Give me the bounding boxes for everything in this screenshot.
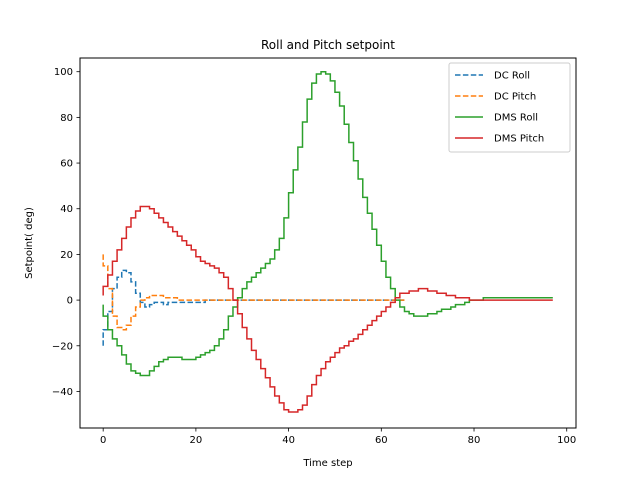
y-axis-label: Setpoint( deg) — [24, 207, 35, 279]
x-tick-label: 0 — [100, 435, 106, 446]
series-line-dc-pitch — [102, 254, 405, 331]
x-tick-label: 40 — [282, 435, 295, 446]
y-tick-label: 60 — [60, 159, 73, 170]
legend-label: DMS Roll — [494, 113, 538, 124]
chart-title: Roll and Pitch setpoint — [261, 38, 395, 52]
plot-frame — [79, 57, 577, 429]
x-tick-label: 60 — [375, 435, 388, 446]
series-layer — [102, 70, 553, 413]
legend-items: DC Roll DC Pitch DMS Roll DMS Pitch — [455, 71, 544, 145]
legend-label: DC Roll — [494, 71, 530, 82]
y-tick-label: 20 — [60, 250, 73, 261]
y-tick-label: −20 — [52, 341, 73, 352]
legend-box — [448, 62, 571, 153]
ticks-layer: 0 20 40 60 80 100 −40 −20 0 20 40 60 80 100 — [52, 67, 576, 446]
y-tick-label: 100 — [54, 67, 73, 78]
legend-label: DMS Pitch — [494, 134, 544, 145]
x-tick-label: 100 — [557, 435, 576, 446]
series-line-dms-pitch — [102, 205, 553, 413]
y-tick-label: 80 — [60, 113, 73, 124]
y-tick-label: −40 — [52, 387, 73, 398]
y-tick-label: 40 — [60, 204, 73, 215]
x-axis-label: Time step — [302, 458, 352, 469]
y-tick-label: 0 — [67, 296, 73, 307]
legend-label: DC Pitch — [494, 92, 536, 103]
legend: DC Roll DC Pitch DMS Roll DMS Pitch — [448, 62, 571, 153]
x-tick-label: 80 — [468, 435, 481, 446]
series-line-dms-roll — [102, 70, 553, 377]
x-tick-label: 20 — [190, 435, 203, 446]
